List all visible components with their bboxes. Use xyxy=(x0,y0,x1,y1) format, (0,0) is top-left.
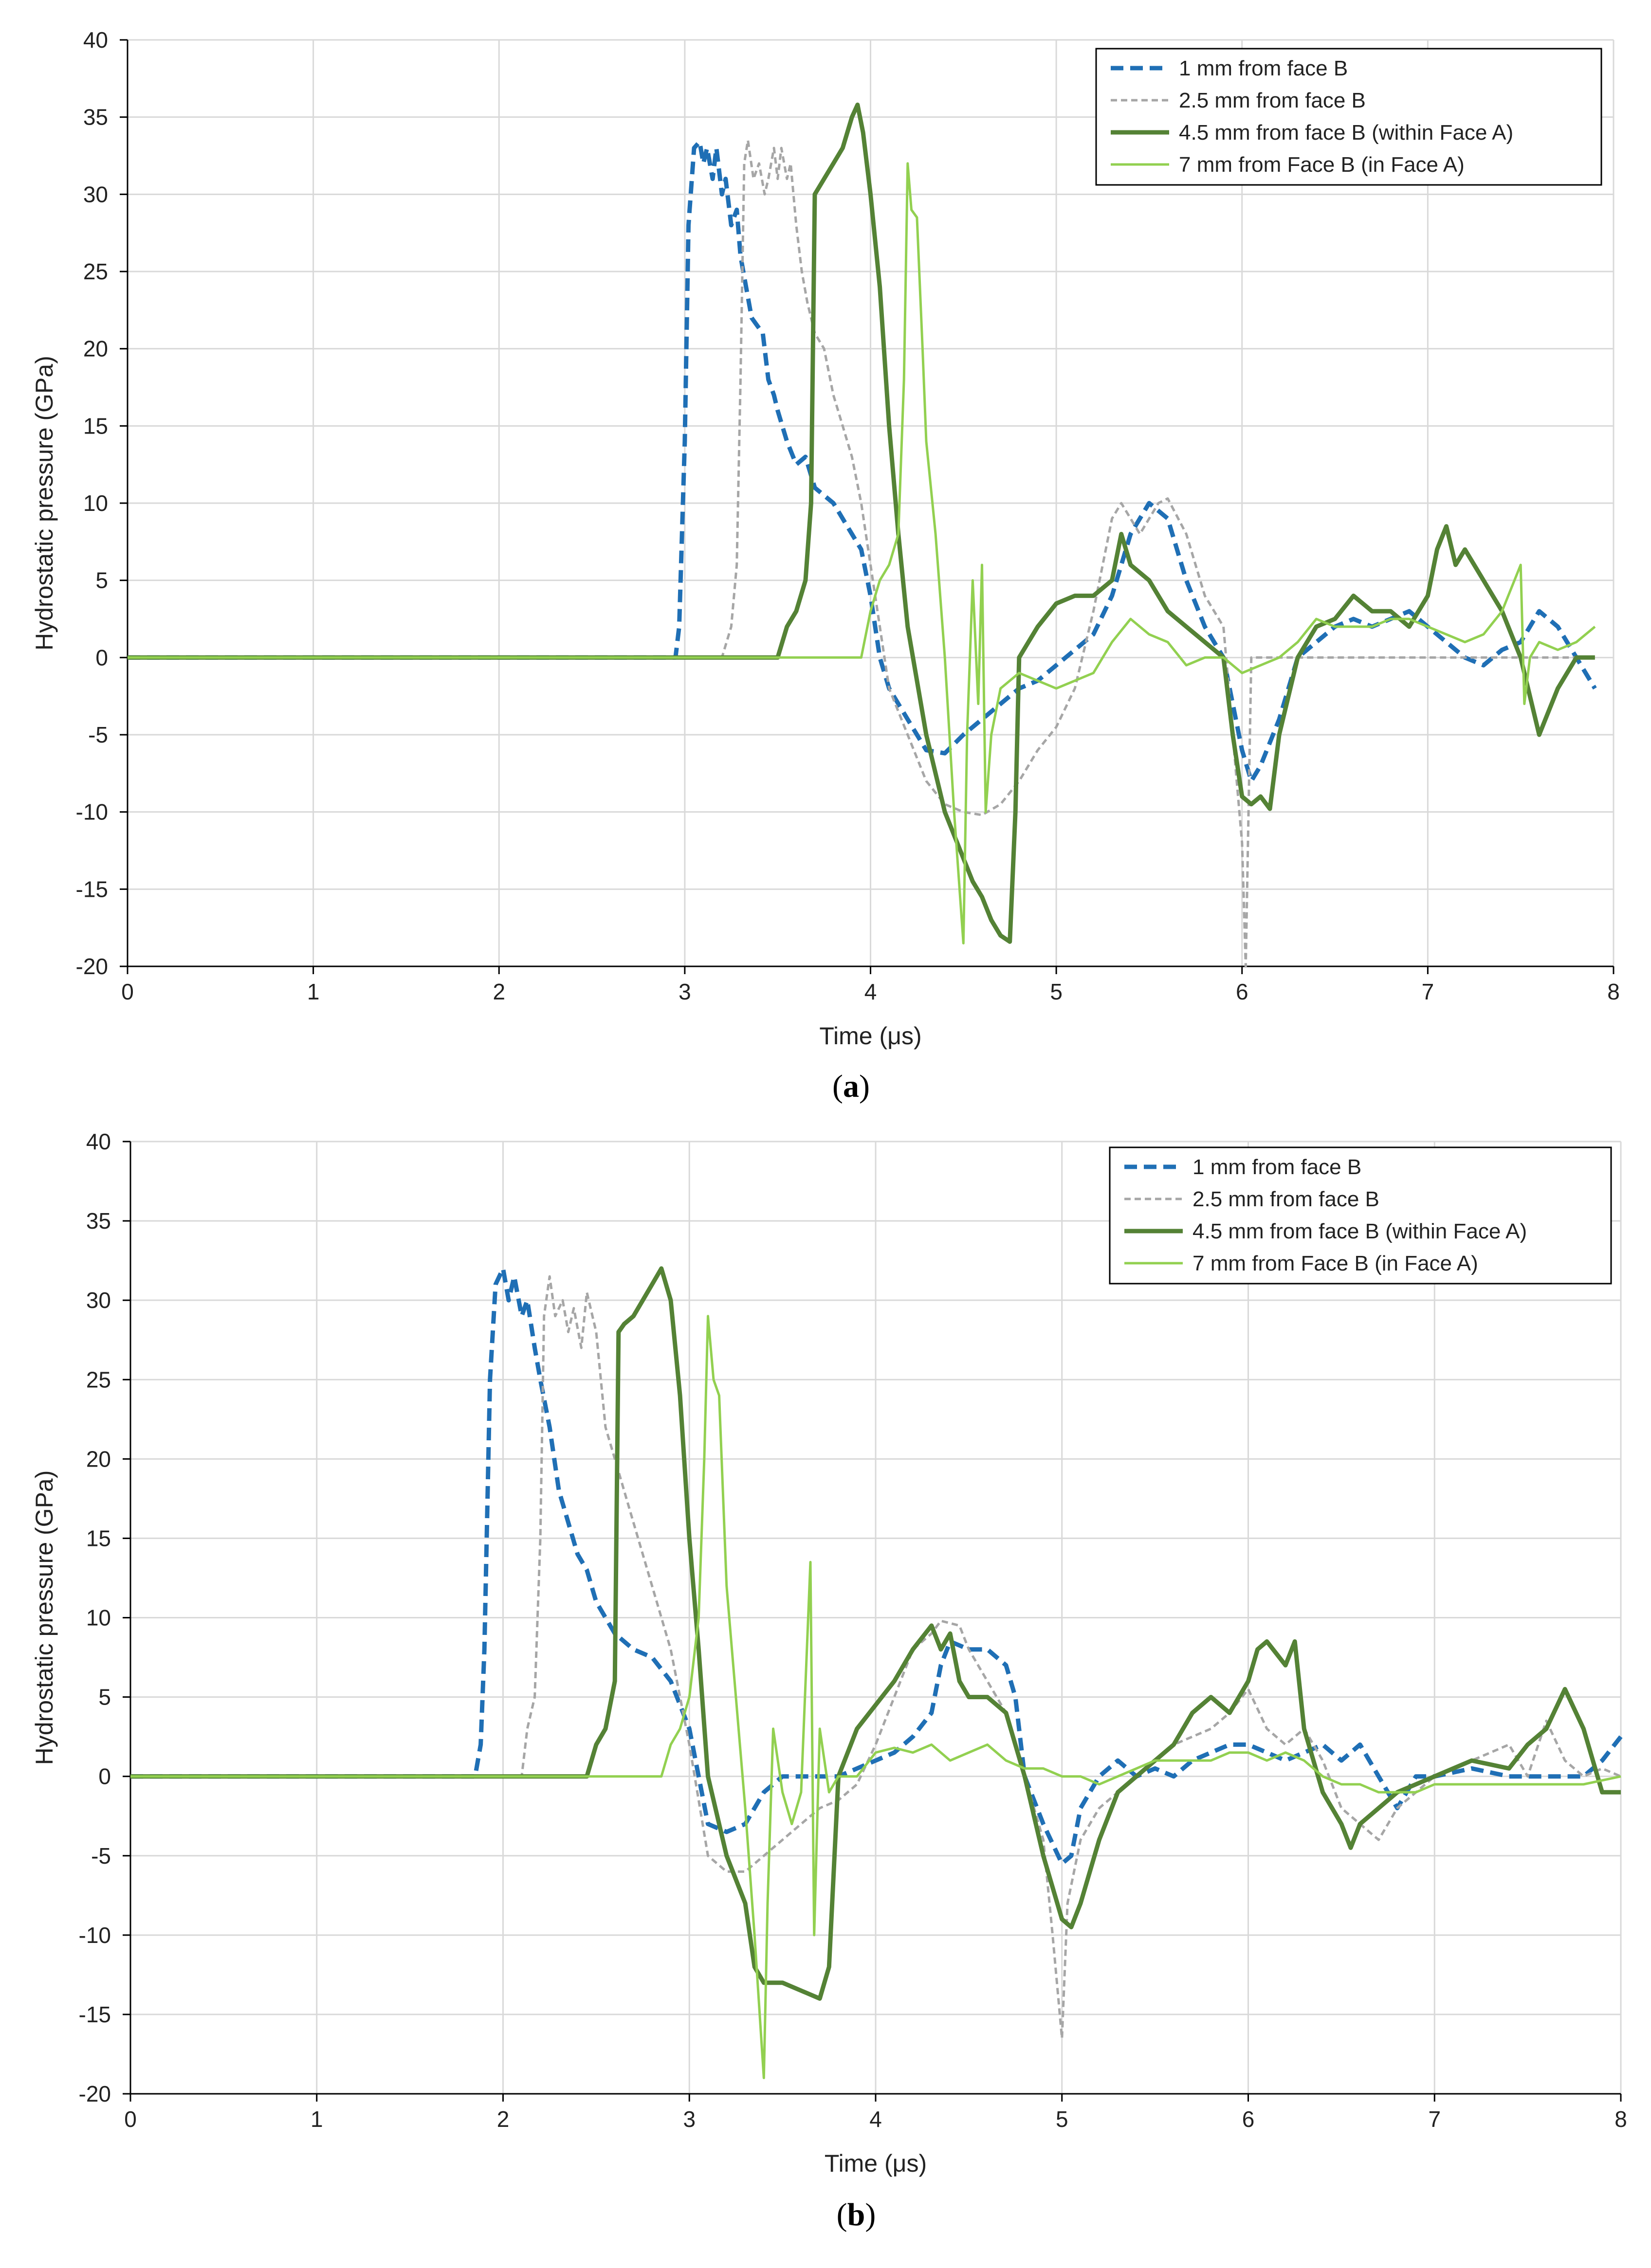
x-tick-label: 8 xyxy=(1614,2106,1627,2132)
y-tick-label: -20 xyxy=(76,954,108,979)
caption-close-paren: ) xyxy=(859,1069,870,1104)
y-tick-label: 0 xyxy=(98,1764,111,1789)
legend-label-4: 7 mm from Face B (in Face A) xyxy=(1179,153,1465,177)
x-tick-label: 4 xyxy=(864,979,877,1004)
y-tick-label: 35 xyxy=(86,1208,111,1234)
series-line-1 xyxy=(128,139,1597,783)
gridlines xyxy=(127,39,1614,967)
legend-box xyxy=(1095,48,1602,186)
legend-label-1: 1 mm from face B xyxy=(1192,1155,1361,1179)
figure-caption: (b) xyxy=(837,2197,876,2232)
y-tick-label: 30 xyxy=(83,181,108,207)
y-tick-label: 40 xyxy=(86,1129,111,1154)
x-tick-label: 0 xyxy=(124,2106,137,2132)
x-tick-label: 1 xyxy=(307,979,320,1004)
legend-box xyxy=(1109,1146,1612,1285)
y-tick-label: 10 xyxy=(83,490,108,516)
series-line-4 xyxy=(130,1315,1621,2079)
series-group xyxy=(130,1266,1623,2079)
y-tick-label: -10 xyxy=(79,1923,111,1948)
caption-letter: a xyxy=(843,1069,859,1104)
x-tick-label: 8 xyxy=(1607,979,1620,1004)
y-tick-label: 25 xyxy=(83,259,108,284)
y-tick-label: 5 xyxy=(98,1685,111,1710)
y-axis-title: Hydrostatic pressure (GPa) xyxy=(31,1470,58,1765)
y-tick-label: 15 xyxy=(83,413,108,438)
legend-label-4: 7 mm from Face B (in Face A) xyxy=(1192,1252,1478,1275)
legend-label-2: 2.5 mm from face B xyxy=(1179,89,1366,112)
chart-a: 0 1 2 3 4 5 6 7 8 -20 -15 -10 -5 0 5 10 15 20 25 30 35 40 Time… xyxy=(31,27,1620,1104)
y-tick-label: 25 xyxy=(86,1367,111,1392)
y-tick-label: 0 xyxy=(95,645,108,670)
y-tick-label: -10 xyxy=(76,799,108,825)
y-tick-label: 10 xyxy=(86,1605,111,1631)
gridlines xyxy=(129,1141,1622,2095)
x-tick-label: 2 xyxy=(493,979,505,1004)
caption-close-paren: ) xyxy=(865,2197,876,2232)
x-tick-label: 6 xyxy=(1236,979,1248,1004)
series-line-4 xyxy=(128,162,1596,944)
y-tick-label: 15 xyxy=(86,1525,111,1551)
series-line-1 xyxy=(130,1266,1623,1866)
caption-open-paren: ( xyxy=(837,2197,847,2232)
y-tick-label: -5 xyxy=(88,722,108,747)
y-tick-label: -15 xyxy=(79,2002,111,2027)
legend-label-3: 4.5 mm from face B (within Face A) xyxy=(1179,121,1513,145)
legend: 1 mm from face B 2.5 mm from face B 4.5 mm… xyxy=(1095,48,1602,186)
caption-open-paren: ( xyxy=(832,1069,843,1104)
legend-label-1: 1 mm from face B xyxy=(1179,56,1348,80)
y-tick-label: -20 xyxy=(79,2081,111,2106)
series-line-3 xyxy=(128,102,1595,944)
x-axis-title: Time (μs) xyxy=(825,2150,927,2177)
x-tick-label: 1 xyxy=(311,2106,323,2132)
series-group xyxy=(128,102,1597,968)
y-tick-label: 20 xyxy=(86,1446,111,1471)
caption-letter: b xyxy=(847,2197,865,2232)
series-line-2 xyxy=(128,139,1595,968)
series-line-3 xyxy=(130,1266,1621,2001)
x-tick-label: 7 xyxy=(1422,979,1434,1004)
x-tick-label: 2 xyxy=(497,2106,510,2132)
y-tick-label: -5 xyxy=(91,1843,111,1869)
figure-caption: (a) xyxy=(832,1069,870,1104)
y-tick-label: 20 xyxy=(83,336,108,362)
y-axis-title: Hydrostatic pressure (GPa) xyxy=(31,356,58,651)
x-tick-label: 5 xyxy=(1050,979,1063,1004)
y-tick-label: 5 xyxy=(95,568,108,593)
y-tick-label: 30 xyxy=(86,1288,111,1313)
x-tick-label: 7 xyxy=(1428,2106,1441,2132)
x-tick-label: 4 xyxy=(869,2106,882,2132)
x-tick-label: 3 xyxy=(679,979,691,1004)
x-axis-title: Time (μs) xyxy=(819,1022,921,1050)
y-tick-label: -15 xyxy=(76,876,108,902)
x-tick-label: 6 xyxy=(1242,2106,1255,2132)
x-tick-label: 0 xyxy=(121,979,134,1004)
x-tick-label: 5 xyxy=(1056,2106,1068,2132)
legend-label-3: 4.5 mm from face B (within Face A) xyxy=(1192,1219,1527,1243)
chart-b: 0 1 2 3 4 5 6 7 8 -20 -15 -10 -5 0 5 10 15 20 25 30 35 40 Time… xyxy=(31,1129,1627,2232)
legend-label-2: 2.5 mm from face B xyxy=(1192,1187,1379,1211)
y-tick-label: 35 xyxy=(83,105,108,130)
y-tick-label: 40 xyxy=(83,27,108,53)
x-tick-label: 3 xyxy=(683,2106,696,2132)
series-line-2 xyxy=(130,1275,1621,2040)
legend: 1 mm from face B 2.5 mm from face B 4.5 mm… xyxy=(1109,1146,1612,1285)
